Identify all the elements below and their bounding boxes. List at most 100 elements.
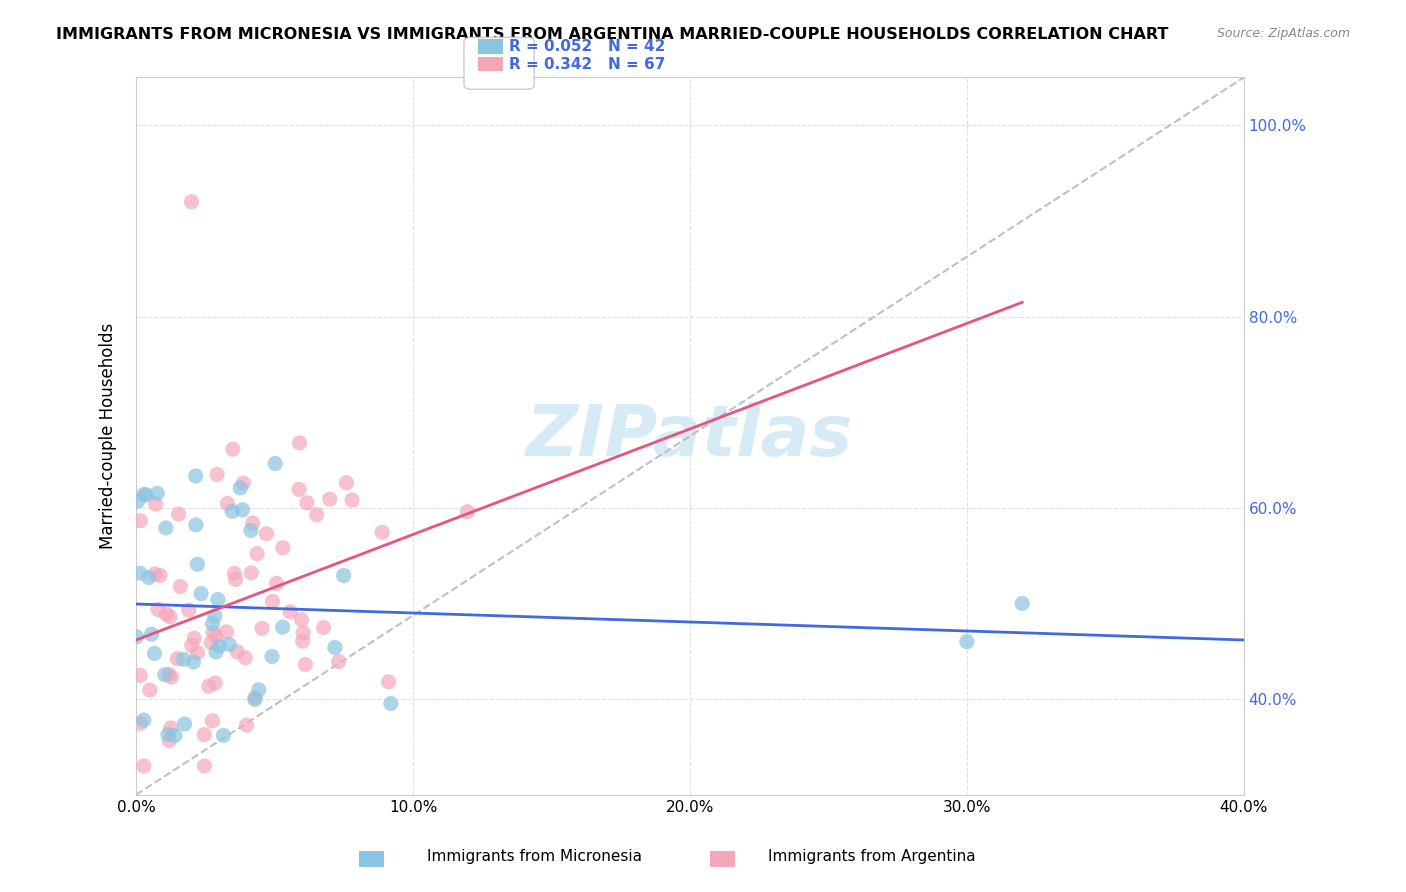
Point xyxy=(242,516,264,530)
Text: Immigrants from Micronesia: Immigrants from Micronesia xyxy=(427,849,641,863)
Point xyxy=(146,486,169,500)
Point xyxy=(262,594,284,608)
Point xyxy=(340,493,363,508)
Point xyxy=(291,634,314,648)
Point xyxy=(250,621,273,635)
Point xyxy=(186,558,208,572)
Point xyxy=(222,442,245,457)
Point xyxy=(153,667,176,681)
Point xyxy=(184,469,207,483)
Point xyxy=(125,630,148,644)
Point xyxy=(271,620,294,634)
Text: IMMIGRANTS FROM MICRONESIA VS IMMIGRANTS FROM ARGENTINA MARRIED-COUPLE HOUSEHOLD: IMMIGRANTS FROM MICRONESIA VS IMMIGRANTS… xyxy=(56,27,1168,42)
Point xyxy=(221,504,243,518)
Point xyxy=(132,487,155,501)
Point xyxy=(271,541,294,555)
Point xyxy=(231,503,253,517)
Point xyxy=(180,194,202,209)
Point xyxy=(159,609,181,624)
Point xyxy=(328,655,350,669)
Point xyxy=(380,697,402,711)
Point xyxy=(173,717,195,731)
Point xyxy=(212,728,235,742)
Point xyxy=(226,645,249,659)
Point xyxy=(155,521,177,535)
Point xyxy=(246,547,269,561)
Point xyxy=(305,508,328,522)
Point xyxy=(290,613,312,627)
Point xyxy=(292,625,315,640)
Point xyxy=(180,638,202,652)
Text: Immigrants from Argentina: Immigrants from Argentina xyxy=(768,849,976,863)
Point xyxy=(129,668,152,682)
Point xyxy=(332,568,354,582)
Point xyxy=(371,525,394,540)
Point xyxy=(169,580,191,594)
Point xyxy=(157,727,180,741)
Point xyxy=(139,683,162,698)
Point xyxy=(205,645,228,659)
Point xyxy=(155,607,177,622)
Point xyxy=(208,639,231,653)
Point xyxy=(233,650,256,665)
Point xyxy=(143,567,166,582)
Point xyxy=(278,605,301,619)
Point xyxy=(201,616,224,631)
Point xyxy=(135,488,157,502)
Point xyxy=(288,436,311,450)
Point xyxy=(215,624,238,639)
Point xyxy=(232,476,254,491)
Point xyxy=(243,692,266,706)
Point xyxy=(138,570,160,584)
Point xyxy=(186,646,208,660)
Point xyxy=(256,526,278,541)
Point xyxy=(264,457,287,471)
Point xyxy=(205,467,228,482)
Point xyxy=(172,652,194,666)
Point xyxy=(132,759,155,773)
Point xyxy=(294,657,316,672)
Point xyxy=(288,483,311,497)
Point xyxy=(197,679,219,693)
Point xyxy=(335,475,357,490)
Point xyxy=(166,651,188,665)
Point xyxy=(167,507,190,521)
Text: Source: ZipAtlas.com: Source: ZipAtlas.com xyxy=(1216,27,1350,40)
Point xyxy=(157,667,180,681)
Point xyxy=(146,602,169,616)
Point xyxy=(240,566,263,580)
Point xyxy=(127,494,149,508)
Point xyxy=(247,682,270,697)
Point xyxy=(129,514,152,528)
Point xyxy=(205,630,228,644)
Text: ZIPatlas: ZIPatlas xyxy=(526,401,853,471)
Point xyxy=(190,586,212,600)
Point xyxy=(183,655,205,669)
Point xyxy=(145,497,167,511)
Point xyxy=(201,714,224,728)
Point xyxy=(323,640,346,655)
Point xyxy=(295,496,318,510)
Point xyxy=(163,729,186,743)
Point xyxy=(243,690,266,705)
Point xyxy=(159,721,181,735)
Point xyxy=(184,517,207,532)
Point xyxy=(129,716,152,731)
Point xyxy=(260,649,283,664)
Point xyxy=(312,621,335,635)
Point xyxy=(157,733,180,747)
Point xyxy=(239,524,262,538)
Point xyxy=(183,631,205,645)
Point xyxy=(224,572,246,586)
Point xyxy=(177,603,200,617)
Point xyxy=(149,568,172,582)
Point xyxy=(141,627,163,641)
Point xyxy=(318,492,340,507)
Text: R = 0.342   N = 67: R = 0.342 N = 67 xyxy=(509,57,665,71)
Point xyxy=(1011,596,1033,610)
Point xyxy=(956,634,979,648)
Point xyxy=(143,647,166,661)
Point xyxy=(132,713,155,727)
Point xyxy=(200,635,222,649)
Point xyxy=(235,718,257,732)
